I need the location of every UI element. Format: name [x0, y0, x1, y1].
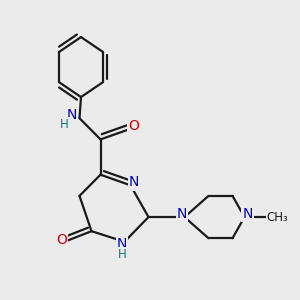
- Text: H: H: [60, 118, 69, 131]
- Text: N: N: [67, 108, 77, 122]
- Text: N: N: [177, 206, 187, 220]
- Text: N: N: [117, 236, 127, 250]
- Text: N: N: [242, 206, 253, 220]
- Text: CH₃: CH₃: [267, 211, 288, 224]
- Text: O: O: [128, 119, 139, 133]
- Text: H: H: [118, 248, 127, 261]
- Text: N: N: [129, 176, 139, 190]
- Text: O: O: [56, 233, 67, 247]
